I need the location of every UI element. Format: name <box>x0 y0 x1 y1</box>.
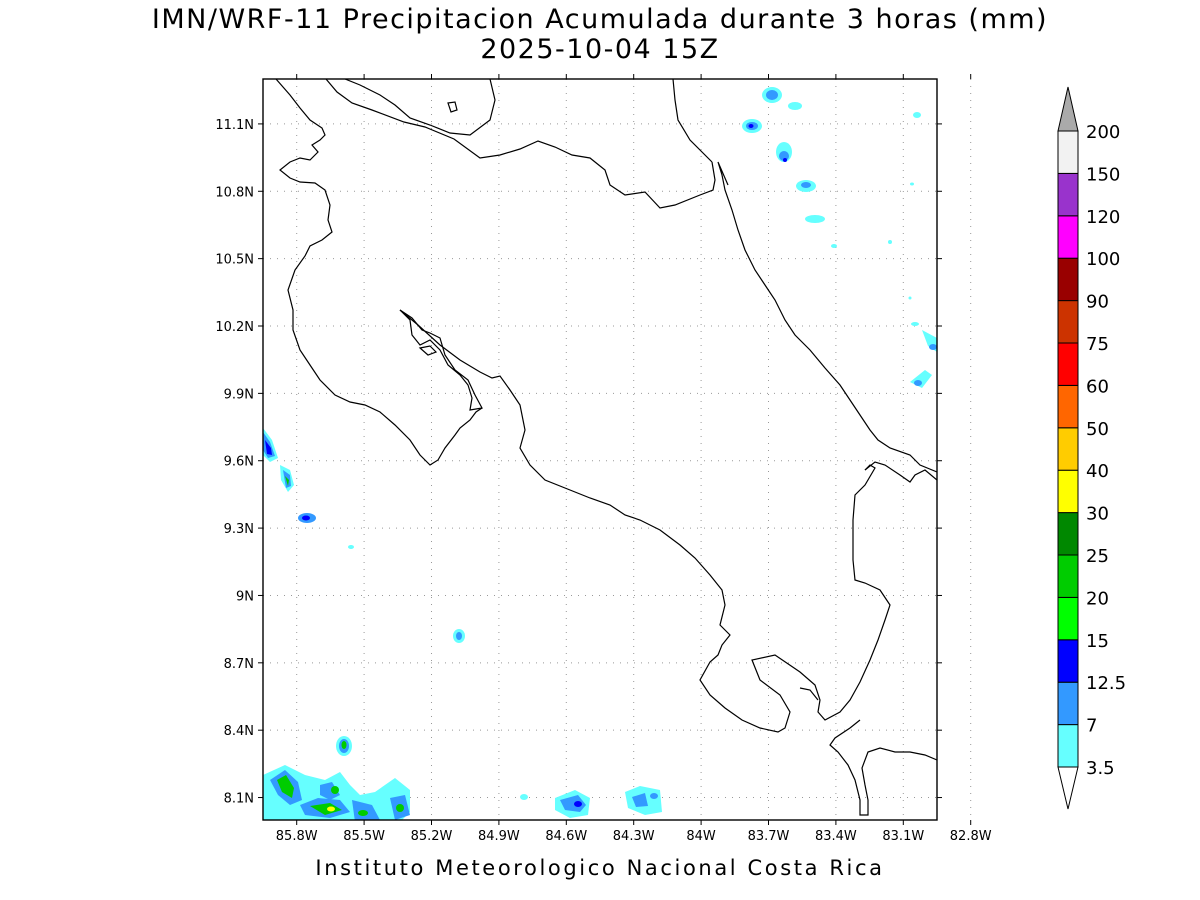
lat-tick-label: 9.9N <box>224 387 254 402</box>
legend-label: 30 <box>1086 504 1109 525</box>
legend-label: 90 <box>1086 292 1109 313</box>
legend-swatch <box>1057 172 1079 217</box>
legend-swatch <box>1057 300 1079 344</box>
legend-swatch <box>1057 724 1079 768</box>
legend-label: 20 <box>1086 588 1109 609</box>
map-frame <box>262 78 938 821</box>
legend-min-arrow <box>1057 766 1079 810</box>
legend-label: 100 <box>1086 249 1120 270</box>
legend-swatch <box>1057 257 1079 302</box>
legend-label: 7 <box>1086 716 1097 737</box>
lat-tick-label: 10.2N <box>215 320 254 335</box>
nicaragua-lake-shore <box>325 79 716 209</box>
lake-nicaragua-west <box>344 79 496 136</box>
lat-tick-label: 9.3N <box>224 522 254 537</box>
nicoya-gulf <box>399 309 483 411</box>
lat-tick-label: 11.1N <box>215 118 254 133</box>
footer-credit: Instituto Meteorologico Nacional Costa R… <box>315 856 885 880</box>
rain-cell-sw <box>263 736 410 820</box>
legend-label: 60 <box>1086 376 1109 397</box>
burica-peninsula <box>829 719 937 816</box>
pacific-coast-north <box>275 79 483 466</box>
lon-tick-label: 83.7W <box>748 829 790 844</box>
lon-tick-label: 85.2W <box>411 829 453 844</box>
map-title: IMN/WRF-11 Precipitacion Acumulada duran… <box>151 4 1049 35</box>
rain-cell-south <box>520 786 662 818</box>
legend-label: 200 <box>1086 122 1120 143</box>
lon-tick-label: 82.8W <box>950 829 992 844</box>
lon-tick-label: 83.4W <box>815 829 857 844</box>
legend-swatch <box>1057 130 1079 174</box>
osa-peninsula <box>799 687 819 701</box>
legend-label: 12.5 <box>1086 673 1126 694</box>
legend-label: 50 <box>1086 419 1109 440</box>
legend-swatch <box>1057 427 1079 471</box>
legend-swatch <box>1057 469 1079 514</box>
lat-tick-label: 10.5N <box>215 253 254 268</box>
legend-max-arrow <box>1057 86 1079 132</box>
legend-label: 75 <box>1086 334 1109 355</box>
legend-swatch <box>1057 554 1079 598</box>
legend-swatch <box>1057 512 1079 556</box>
lon-tick-label: 85.8W <box>276 829 318 844</box>
panama-border-south <box>864 461 937 483</box>
legend-swatch <box>1057 384 1079 429</box>
legend-swatch <box>1057 215 1079 259</box>
coastlines <box>275 79 937 816</box>
lat-tick-label: 8.1N <box>224 792 254 807</box>
lat-tick-label: 8.4N <box>224 724 254 739</box>
lat-tick-label: 9N <box>236 589 254 604</box>
legend-swatch <box>1057 596 1079 641</box>
small-island <box>447 101 458 113</box>
lon-tick-label: 85.5W <box>343 829 385 844</box>
lat-tick-label: 8.7N <box>224 657 254 672</box>
legend-label: 25 <box>1086 546 1109 567</box>
legend-swatch <box>1057 342 1079 386</box>
color-legend: 3.5 7 12.5 15 20 25 30 40 50 60 75 90 100 120 150 200 <box>1057 86 1126 810</box>
legend-label: 120 <box>1086 207 1120 228</box>
lat-tick-label: 9.6N <box>224 455 254 470</box>
lon-tick-label: 84.9W <box>478 829 520 844</box>
panama-border <box>717 161 937 473</box>
lon-tick-label: 84.3W <box>613 829 655 844</box>
legend-label: 15 <box>1086 631 1109 652</box>
legend-label: 40 <box>1086 461 1109 482</box>
map-subtitle-date: 2025-10-04 15Z <box>480 34 720 65</box>
lon-tick-label: 83.1W <box>882 829 924 844</box>
lat-tick-label: 10.8N <box>215 185 254 200</box>
lon-tick-label: 84W <box>686 829 716 844</box>
legend-label: 150 <box>1086 164 1120 185</box>
caribbean-coast <box>672 79 713 163</box>
pacific-coast-central <box>399 309 891 733</box>
lon-tick-label: 84.6W <box>545 829 587 844</box>
rain-cell-ne <box>742 87 937 388</box>
precipitation-field <box>263 87 937 820</box>
legend-swatch <box>1057 681 1079 726</box>
legend-label: 3.5 <box>1086 758 1115 779</box>
rain-cell-nw <box>263 428 465 643</box>
axis-ticks: 85.8W 85.5W 85.2W 84.9W 84.6W 84.3W 84W 83.7W 83… <box>215 74 992 844</box>
chira-island <box>418 345 438 356</box>
legend-swatch <box>1057 639 1079 683</box>
